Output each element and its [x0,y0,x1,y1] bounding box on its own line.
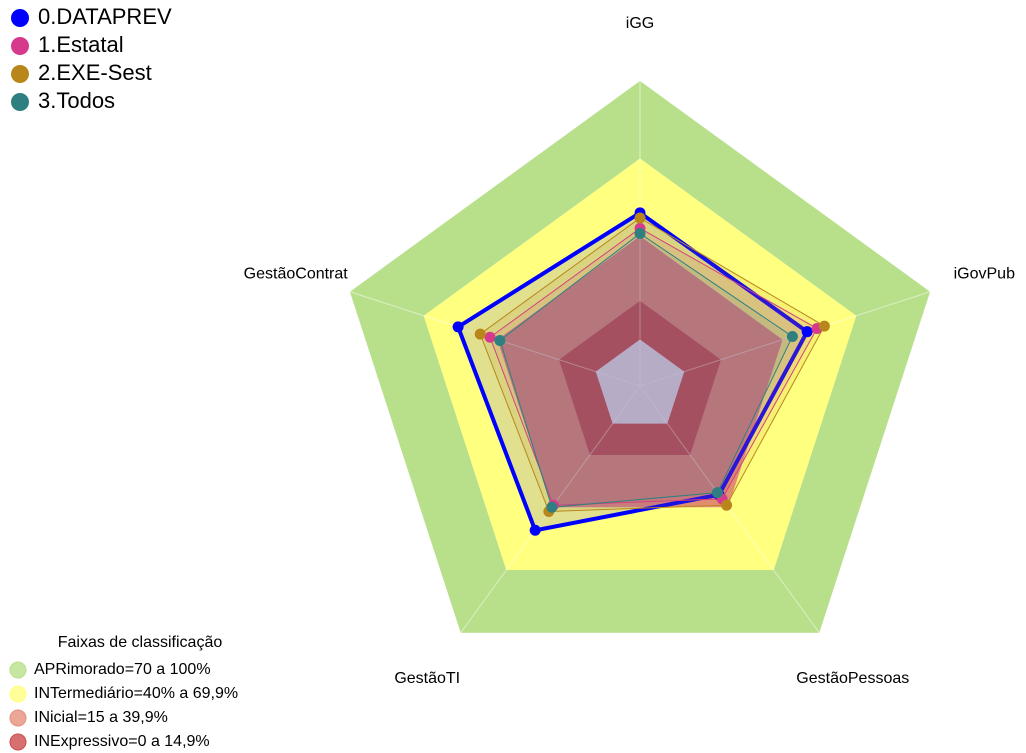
point [711,487,723,499]
series-area [455,210,810,533]
band-legend-label: APRimorado=70 a 100% [34,661,211,678]
axis-label: GestãoContrat [244,265,349,282]
legend-label: 3.Todos [38,88,115,113]
band-legend-swatch [9,661,27,679]
bands-legend-title: Faixas de classificação [58,634,223,651]
legend-label: 0.DATAPREV [38,4,172,29]
legend-swatch [11,93,29,111]
point [452,321,464,333]
point [634,228,646,239]
point [634,212,646,224]
band [558,300,722,456]
legend-label: 2.EXE-Sest [38,60,152,85]
legend-swatch [11,37,29,55]
point [786,330,798,342]
band [497,236,783,508]
spoke [639,291,931,387]
axis-label: iGG [626,15,654,32]
band-legend-swatch [9,733,27,751]
point [546,501,558,513]
band-legend-label: INicial=15 a 39,9% [34,709,168,726]
band [349,81,931,633]
axis-label: iGovPub [954,265,1015,282]
legend-label: 1.Estatal [38,32,124,57]
point [494,334,506,346]
point [721,499,733,511]
series-area [499,232,794,508]
band-legend-label: INTermediário=40% a 69,9% [34,685,238,702]
point [484,331,496,343]
point [818,320,830,332]
band-legend-swatch [9,709,27,727]
series-area [479,217,826,512]
legend-swatch [11,65,29,83]
point [474,328,486,340]
axis-label: GestãoPessoas [796,670,909,687]
point [529,524,541,536]
point [801,326,813,338]
axis-label: GestãoTI [394,670,460,687]
legend-swatch [11,9,29,27]
band-legend-label: INExpressivo=0 a 14,9% [34,733,210,750]
band-legend-swatch [9,685,27,703]
